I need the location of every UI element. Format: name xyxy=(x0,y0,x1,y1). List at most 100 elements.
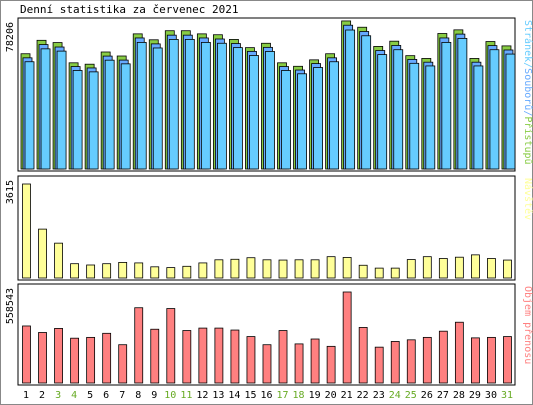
bar-Stránek-18 xyxy=(297,73,307,170)
x-tick-label: 26 xyxy=(421,390,433,401)
bar-traffic-16 xyxy=(262,344,272,384)
bar-visits-3 xyxy=(54,242,63,279)
bar-Stránek-21 xyxy=(345,29,356,170)
x-tick-label: 21 xyxy=(341,390,353,401)
bar-Stránek-8 xyxy=(136,41,147,170)
bar-traffic-6 xyxy=(102,332,112,384)
bar-traffic-20 xyxy=(326,345,336,384)
bar-Stránek-23 xyxy=(377,54,388,170)
bar-traffic-30 xyxy=(487,336,496,384)
x-tick-label: 27 xyxy=(437,390,449,401)
bar-traffic-15 xyxy=(246,336,256,384)
bar-traffic-31 xyxy=(503,336,512,384)
bar-Stránek-9 xyxy=(152,47,163,170)
x-tick-label: 20 xyxy=(325,390,337,401)
bar-visits-7 xyxy=(118,261,128,279)
bar-Stránek-25 xyxy=(409,62,420,170)
bar-Stránek-14 xyxy=(233,47,243,170)
bar-visits-26 xyxy=(422,256,432,279)
bar-traffic-12 xyxy=(198,327,208,384)
bar-visits-14 xyxy=(230,258,240,279)
x-tick-label: 17 xyxy=(277,390,289,401)
x-tick-label: 10 xyxy=(164,390,176,401)
bar-Stránek-19 xyxy=(313,67,323,170)
bar-visits-15 xyxy=(246,257,256,279)
legend-visits: Návštěv xyxy=(522,178,533,220)
bar-traffic-25 xyxy=(406,339,416,384)
bar-traffic-28 xyxy=(454,321,464,384)
bar-traffic-14 xyxy=(230,329,240,384)
y-max-label: 78206 xyxy=(5,22,16,52)
bar-traffic-18 xyxy=(294,343,304,384)
bar-traffic-2 xyxy=(38,332,47,384)
bar-visits-24 xyxy=(390,267,400,279)
x-tick-label: 1 xyxy=(23,390,29,401)
x-tick-label: 6 xyxy=(103,390,109,401)
x-tick-label: 14 xyxy=(228,390,240,401)
x-tick-label: 4 xyxy=(71,390,77,401)
legend-item: Návštěv xyxy=(522,178,533,220)
x-tick-label: 15 xyxy=(244,390,256,401)
bar-Stránek-3 xyxy=(56,50,67,170)
x-tick-label: 7 xyxy=(119,390,125,401)
bar-Stránek-24 xyxy=(393,49,404,170)
bar-traffic-23 xyxy=(374,346,384,384)
bar-visits-19 xyxy=(310,259,320,279)
x-tick-label: 11 xyxy=(180,390,192,401)
bar-visits-5 xyxy=(86,264,96,279)
x-tick-label: 9 xyxy=(151,390,157,401)
y-max-label: 558543 xyxy=(5,288,16,324)
bar-Stránek-6 xyxy=(104,59,115,170)
bar-visits-11 xyxy=(182,265,192,279)
x-tick-label: 3 xyxy=(55,390,61,401)
bar-traffic-26 xyxy=(422,336,432,384)
x-tick-label: 25 xyxy=(405,390,417,401)
x-tick-label: 19 xyxy=(309,390,321,401)
bar-Stránek-22 xyxy=(361,35,372,170)
bar-visits-12 xyxy=(198,262,208,279)
bar-traffic-19 xyxy=(310,338,320,384)
x-tick-label: 18 xyxy=(293,390,305,401)
bar-visits-8 xyxy=(134,262,144,279)
legend-item: Souborů/ xyxy=(522,68,533,116)
bar-traffic-11 xyxy=(182,330,192,384)
x-tick-label: 22 xyxy=(357,390,369,401)
bar-Stránek-29 xyxy=(473,65,484,170)
bar-visits-30 xyxy=(487,258,496,279)
bar-Stránek-2 xyxy=(40,48,51,170)
x-tick-label: 29 xyxy=(469,390,481,401)
bar-Stránek-20 xyxy=(329,61,340,170)
bar-visits-10 xyxy=(166,267,176,279)
bar-traffic-3 xyxy=(54,328,63,384)
legend-traffic: Objem přenosu xyxy=(522,286,533,364)
bar-visits-20 xyxy=(326,256,336,279)
bar-visits-17 xyxy=(278,259,288,279)
bar-traffic-9 xyxy=(150,328,160,384)
x-tick-label: 31 xyxy=(501,390,513,401)
x-tick-label: 2 xyxy=(39,390,45,401)
legend-item: Objem přenosu xyxy=(522,286,533,364)
bar-Stránek-11 xyxy=(184,39,195,170)
bar-visits-27 xyxy=(438,258,448,279)
bar-traffic-10 xyxy=(166,308,176,384)
x-tick-label: 23 xyxy=(373,390,385,401)
x-tick-label: 5 xyxy=(87,390,93,401)
bar-visits-9 xyxy=(150,266,160,279)
bar-traffic-7 xyxy=(118,344,128,384)
bar-Stránek-7 xyxy=(120,63,131,170)
bar-Stránek-1 xyxy=(24,61,35,170)
legend-item: Přístupů xyxy=(522,116,533,164)
bar-traffic-1 xyxy=(22,325,31,384)
bar-traffic-29 xyxy=(471,337,480,384)
bar-Stránek-15 xyxy=(249,55,259,170)
bar-visits-31 xyxy=(503,259,512,279)
bar-visits-18 xyxy=(294,259,304,279)
legend-item: Stránek/ xyxy=(522,20,533,68)
bar-Stránek-10 xyxy=(168,39,179,170)
bar-visits-6 xyxy=(102,263,112,279)
bar-traffic-8 xyxy=(134,307,144,384)
bar-visits-28 xyxy=(454,256,464,279)
bar-visits-13 xyxy=(214,259,224,279)
